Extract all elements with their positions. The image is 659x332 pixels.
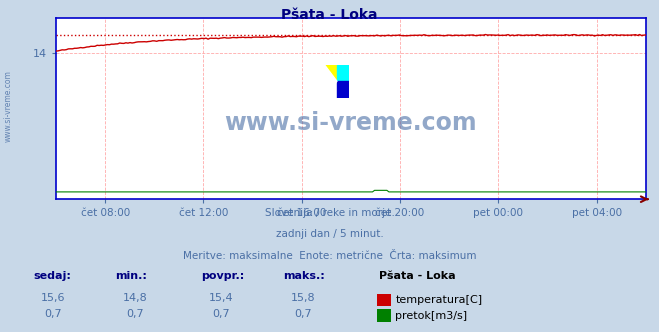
Text: Pšata - Loka: Pšata - Loka bbox=[281, 8, 378, 22]
Bar bbox=[324, 65, 337, 81]
Text: 0,7: 0,7 bbox=[295, 309, 312, 319]
Text: 0,7: 0,7 bbox=[127, 309, 144, 319]
Text: 15,8: 15,8 bbox=[291, 293, 316, 303]
Text: povpr.:: povpr.: bbox=[201, 271, 244, 281]
Text: sedaj:: sedaj: bbox=[33, 271, 71, 281]
Text: Slovenija / reke in morje.: Slovenija / reke in morje. bbox=[264, 208, 395, 217]
Text: www.si-vreme.com: www.si-vreme.com bbox=[225, 111, 477, 135]
Text: maks.:: maks.: bbox=[283, 271, 325, 281]
Text: 0,7: 0,7 bbox=[44, 309, 61, 319]
Text: min.:: min.: bbox=[115, 271, 147, 281]
Text: Pšata - Loka: Pšata - Loka bbox=[379, 271, 455, 281]
Text: temperatura[C]: temperatura[C] bbox=[395, 295, 482, 305]
Text: 0,7: 0,7 bbox=[212, 309, 229, 319]
Text: 15,4: 15,4 bbox=[208, 293, 233, 303]
Text: zadnji dan / 5 minut.: zadnji dan / 5 minut. bbox=[275, 229, 384, 239]
Polygon shape bbox=[324, 65, 337, 98]
Text: www.si-vreme.com: www.si-vreme.com bbox=[3, 70, 13, 142]
Text: 14,8: 14,8 bbox=[123, 293, 148, 303]
Text: 15,6: 15,6 bbox=[40, 293, 65, 303]
Bar bbox=[337, 65, 349, 81]
Bar bbox=[337, 81, 349, 98]
Text: pretok[m3/s]: pretok[m3/s] bbox=[395, 311, 467, 321]
Text: Meritve: maksimalne  Enote: metrične  Črta: maksimum: Meritve: maksimalne Enote: metrične Črta… bbox=[183, 251, 476, 261]
